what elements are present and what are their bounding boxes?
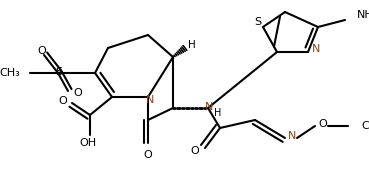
Text: O: O	[144, 150, 152, 160]
Text: CH₃: CH₃	[361, 121, 369, 131]
Text: O: O	[74, 88, 82, 98]
Text: NH₂: NH₂	[357, 10, 369, 20]
Text: S: S	[255, 17, 262, 27]
Text: O: O	[59, 96, 68, 106]
Text: O: O	[191, 146, 199, 156]
Text: N: N	[312, 44, 320, 54]
Text: N: N	[288, 131, 296, 141]
Text: N: N	[205, 102, 213, 112]
Text: S: S	[55, 67, 63, 77]
Text: H: H	[214, 108, 222, 118]
Text: OH: OH	[79, 138, 97, 148]
Text: CH₃: CH₃	[0, 68, 20, 78]
Text: O: O	[318, 119, 327, 129]
Text: N: N	[146, 95, 154, 105]
Text: H: H	[188, 40, 196, 50]
Text: O: O	[38, 46, 46, 56]
